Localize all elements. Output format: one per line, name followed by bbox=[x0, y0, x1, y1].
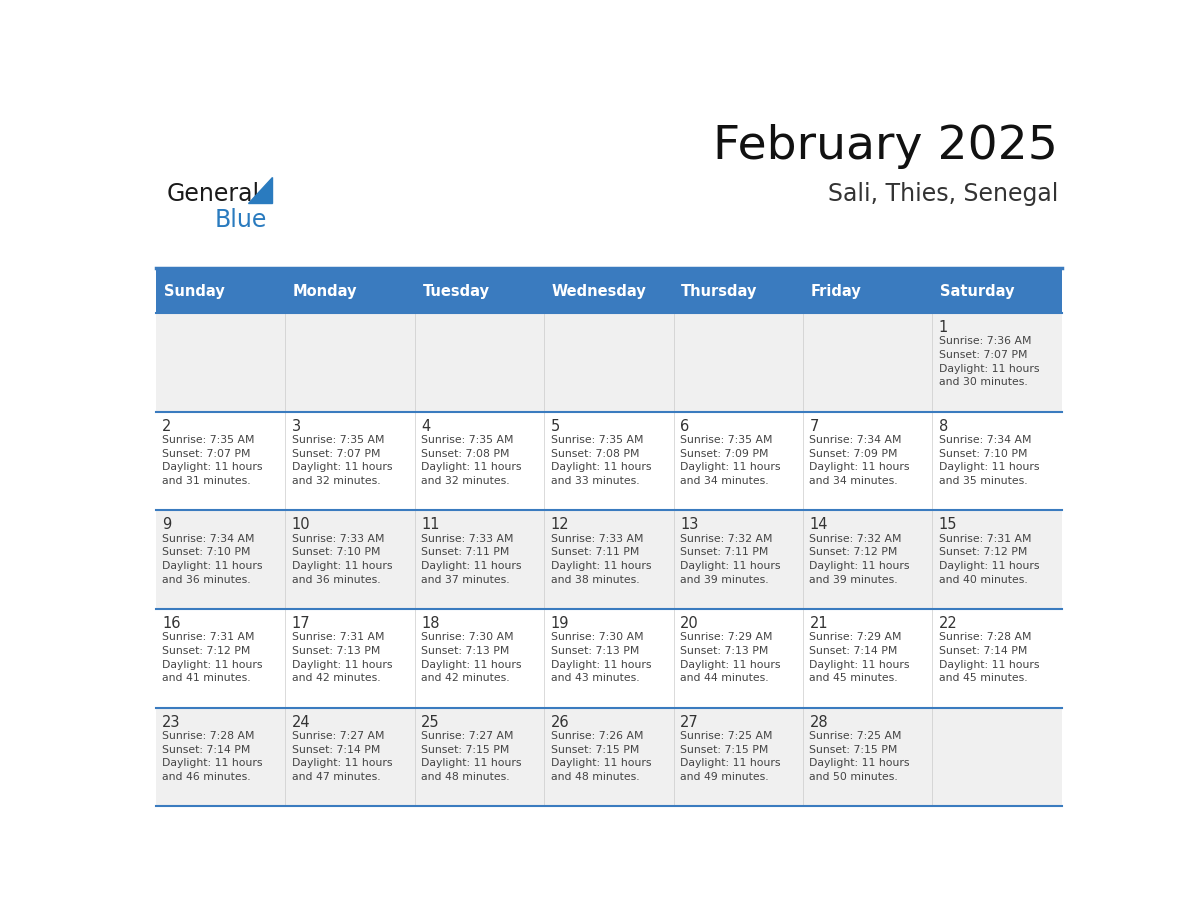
Text: 10: 10 bbox=[292, 518, 310, 532]
Text: Sunrise: 7:33 AM
Sunset: 7:10 PM
Daylight: 11 hours
and 36 minutes.: Sunrise: 7:33 AM Sunset: 7:10 PM Dayligh… bbox=[292, 533, 392, 585]
Text: 7: 7 bbox=[809, 419, 819, 434]
Bar bbox=[156, 313, 1062, 411]
Text: 3: 3 bbox=[292, 419, 301, 434]
Text: 6: 6 bbox=[680, 419, 689, 434]
Text: 23: 23 bbox=[163, 715, 181, 730]
Text: 19: 19 bbox=[550, 616, 569, 632]
Text: 15: 15 bbox=[939, 518, 958, 532]
Text: Friday: Friday bbox=[810, 284, 861, 298]
Text: Sunrise: 7:34 AM
Sunset: 7:10 PM
Daylight: 11 hours
and 36 minutes.: Sunrise: 7:34 AM Sunset: 7:10 PM Dayligh… bbox=[163, 533, 263, 585]
Text: Sunday: Sunday bbox=[164, 284, 225, 298]
Text: Sunrise: 7:31 AM
Sunset: 7:12 PM
Daylight: 11 hours
and 41 minutes.: Sunrise: 7:31 AM Sunset: 7:12 PM Dayligh… bbox=[163, 633, 263, 683]
Text: 27: 27 bbox=[680, 715, 699, 730]
Text: General: General bbox=[166, 182, 260, 206]
Text: 1: 1 bbox=[939, 320, 948, 335]
Text: 4: 4 bbox=[422, 419, 430, 434]
Text: Wednesday: Wednesday bbox=[552, 284, 646, 298]
Bar bbox=[156, 708, 1062, 806]
Text: 12: 12 bbox=[550, 518, 569, 532]
Text: Thursday: Thursday bbox=[682, 284, 758, 298]
Text: Sunrise: 7:25 AM
Sunset: 7:15 PM
Daylight: 11 hours
and 49 minutes.: Sunrise: 7:25 AM Sunset: 7:15 PM Dayligh… bbox=[680, 731, 781, 782]
Text: Sunrise: 7:27 AM
Sunset: 7:14 PM
Daylight: 11 hours
and 47 minutes.: Sunrise: 7:27 AM Sunset: 7:14 PM Dayligh… bbox=[292, 731, 392, 782]
Text: 20: 20 bbox=[680, 616, 699, 632]
Text: 13: 13 bbox=[680, 518, 699, 532]
Text: Sunrise: 7:35 AM
Sunset: 7:08 PM
Daylight: 11 hours
and 32 minutes.: Sunrise: 7:35 AM Sunset: 7:08 PM Dayligh… bbox=[422, 435, 522, 486]
Text: 17: 17 bbox=[292, 616, 310, 632]
Text: Sunrise: 7:34 AM
Sunset: 7:09 PM
Daylight: 11 hours
and 34 minutes.: Sunrise: 7:34 AM Sunset: 7:09 PM Dayligh… bbox=[809, 435, 910, 486]
Text: Sunrise: 7:35 AM
Sunset: 7:09 PM
Daylight: 11 hours
and 34 minutes.: Sunrise: 7:35 AM Sunset: 7:09 PM Dayligh… bbox=[680, 435, 781, 486]
Text: 24: 24 bbox=[292, 715, 310, 730]
Text: 2: 2 bbox=[163, 419, 172, 434]
Text: Sunrise: 7:31 AM
Sunset: 7:12 PM
Daylight: 11 hours
and 40 minutes.: Sunrise: 7:31 AM Sunset: 7:12 PM Dayligh… bbox=[939, 533, 1040, 585]
Text: Monday: Monday bbox=[293, 284, 358, 298]
Text: Blue: Blue bbox=[215, 207, 267, 231]
Text: Sunrise: 7:32 AM
Sunset: 7:12 PM
Daylight: 11 hours
and 39 minutes.: Sunrise: 7:32 AM Sunset: 7:12 PM Dayligh… bbox=[809, 533, 910, 585]
Bar bbox=[156, 411, 1062, 510]
Text: Sunrise: 7:27 AM
Sunset: 7:15 PM
Daylight: 11 hours
and 48 minutes.: Sunrise: 7:27 AM Sunset: 7:15 PM Dayligh… bbox=[422, 731, 522, 782]
Polygon shape bbox=[248, 176, 272, 204]
Text: 21: 21 bbox=[809, 616, 828, 632]
Text: Sunrise: 7:36 AM
Sunset: 7:07 PM
Daylight: 11 hours
and 30 minutes.: Sunrise: 7:36 AM Sunset: 7:07 PM Dayligh… bbox=[939, 336, 1040, 387]
Text: February 2025: February 2025 bbox=[713, 124, 1059, 169]
Text: 9: 9 bbox=[163, 518, 171, 532]
Text: Sunrise: 7:35 AM
Sunset: 7:07 PM
Daylight: 11 hours
and 32 minutes.: Sunrise: 7:35 AM Sunset: 7:07 PM Dayligh… bbox=[292, 435, 392, 486]
Text: Sunrise: 7:28 AM
Sunset: 7:14 PM
Daylight: 11 hours
and 46 minutes.: Sunrise: 7:28 AM Sunset: 7:14 PM Dayligh… bbox=[163, 731, 263, 782]
Text: Sunrise: 7:29 AM
Sunset: 7:14 PM
Daylight: 11 hours
and 45 minutes.: Sunrise: 7:29 AM Sunset: 7:14 PM Dayligh… bbox=[809, 633, 910, 683]
Text: 18: 18 bbox=[422, 616, 440, 632]
Text: Sunrise: 7:35 AM
Sunset: 7:07 PM
Daylight: 11 hours
and 31 minutes.: Sunrise: 7:35 AM Sunset: 7:07 PM Dayligh… bbox=[163, 435, 263, 486]
Text: Saturday: Saturday bbox=[940, 284, 1015, 298]
Text: 14: 14 bbox=[809, 518, 828, 532]
Text: 8: 8 bbox=[939, 419, 948, 434]
Text: Sunrise: 7:34 AM
Sunset: 7:10 PM
Daylight: 11 hours
and 35 minutes.: Sunrise: 7:34 AM Sunset: 7:10 PM Dayligh… bbox=[939, 435, 1040, 486]
Text: Tuesday: Tuesday bbox=[423, 284, 489, 298]
Text: Sunrise: 7:29 AM
Sunset: 7:13 PM
Daylight: 11 hours
and 44 minutes.: Sunrise: 7:29 AM Sunset: 7:13 PM Dayligh… bbox=[680, 633, 781, 683]
Text: Sunrise: 7:26 AM
Sunset: 7:15 PM
Daylight: 11 hours
and 48 minutes.: Sunrise: 7:26 AM Sunset: 7:15 PM Dayligh… bbox=[550, 731, 651, 782]
Text: Sunrise: 7:33 AM
Sunset: 7:11 PM
Daylight: 11 hours
and 38 minutes.: Sunrise: 7:33 AM Sunset: 7:11 PM Dayligh… bbox=[550, 533, 651, 585]
Bar bbox=[156, 269, 1062, 313]
Text: 22: 22 bbox=[939, 616, 958, 632]
Text: Sunrise: 7:30 AM
Sunset: 7:13 PM
Daylight: 11 hours
and 43 minutes.: Sunrise: 7:30 AM Sunset: 7:13 PM Dayligh… bbox=[550, 633, 651, 683]
Bar bbox=[156, 510, 1062, 609]
Text: 25: 25 bbox=[422, 715, 440, 730]
Text: Sunrise: 7:30 AM
Sunset: 7:13 PM
Daylight: 11 hours
and 42 minutes.: Sunrise: 7:30 AM Sunset: 7:13 PM Dayligh… bbox=[422, 633, 522, 683]
Text: Sali, Thies, Senegal: Sali, Thies, Senegal bbox=[828, 183, 1059, 207]
Bar bbox=[156, 609, 1062, 708]
Text: Sunrise: 7:33 AM
Sunset: 7:11 PM
Daylight: 11 hours
and 37 minutes.: Sunrise: 7:33 AM Sunset: 7:11 PM Dayligh… bbox=[422, 533, 522, 585]
Text: 26: 26 bbox=[550, 715, 569, 730]
Text: Sunrise: 7:25 AM
Sunset: 7:15 PM
Daylight: 11 hours
and 50 minutes.: Sunrise: 7:25 AM Sunset: 7:15 PM Dayligh… bbox=[809, 731, 910, 782]
Text: 11: 11 bbox=[422, 518, 440, 532]
Text: Sunrise: 7:28 AM
Sunset: 7:14 PM
Daylight: 11 hours
and 45 minutes.: Sunrise: 7:28 AM Sunset: 7:14 PM Dayligh… bbox=[939, 633, 1040, 683]
Text: Sunrise: 7:32 AM
Sunset: 7:11 PM
Daylight: 11 hours
and 39 minutes.: Sunrise: 7:32 AM Sunset: 7:11 PM Dayligh… bbox=[680, 533, 781, 585]
Text: 16: 16 bbox=[163, 616, 181, 632]
Text: Sunrise: 7:35 AM
Sunset: 7:08 PM
Daylight: 11 hours
and 33 minutes.: Sunrise: 7:35 AM Sunset: 7:08 PM Dayligh… bbox=[550, 435, 651, 486]
Text: 28: 28 bbox=[809, 715, 828, 730]
Text: 5: 5 bbox=[550, 419, 560, 434]
Text: Sunrise: 7:31 AM
Sunset: 7:13 PM
Daylight: 11 hours
and 42 minutes.: Sunrise: 7:31 AM Sunset: 7:13 PM Dayligh… bbox=[292, 633, 392, 683]
